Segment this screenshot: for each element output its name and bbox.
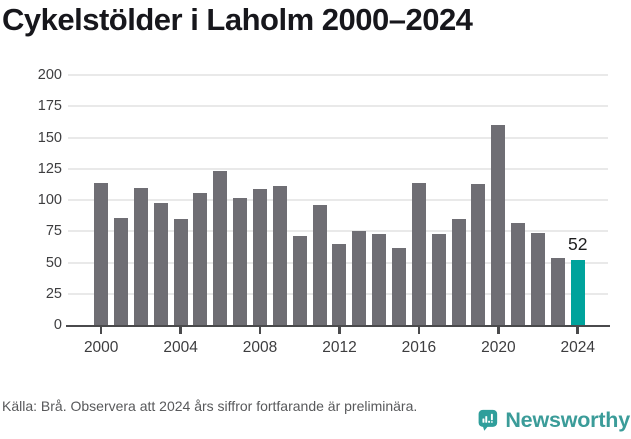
x-axis-tick xyxy=(417,327,421,334)
gridline xyxy=(68,230,608,233)
bar-2013 xyxy=(352,231,367,325)
bar-2009 xyxy=(272,186,287,325)
bar-2022 xyxy=(531,232,546,325)
x-axis-tick xyxy=(258,327,262,334)
bar-2020 xyxy=(491,125,506,325)
x-axis-tick xyxy=(497,327,500,334)
bar-2014 xyxy=(372,233,387,325)
bar-2015 xyxy=(392,247,407,325)
source-note: Källa: Brå. Observera att 2024 års siffr… xyxy=(2,398,418,414)
bar-2002 xyxy=(133,187,148,325)
y-axis-tick-label: 25 xyxy=(45,285,62,302)
bar-chart-plot-area: 0 25 50 75 100 125 150 175 200 2000 2004 2008 2012 20… xyxy=(37,67,610,356)
x-axis-tick xyxy=(99,327,103,334)
gridline xyxy=(68,167,608,170)
bar-2024 xyxy=(570,260,585,325)
bar-2001 xyxy=(114,217,129,325)
bar-2000 xyxy=(94,182,109,325)
chart-title: Cykelstölder i Laholm 2000–2024 xyxy=(2,2,473,37)
bar-2008 xyxy=(253,188,268,325)
x-axis-tick-label: 2012 xyxy=(322,339,357,356)
gridline xyxy=(68,105,608,108)
bar-2003 xyxy=(153,202,168,325)
y-axis-tick-label: 150 xyxy=(37,129,62,146)
bar-2018 xyxy=(451,218,466,325)
newsworthy-speech-bubble-barchart-icon xyxy=(478,409,498,431)
gridline xyxy=(68,74,608,76)
bar-2019 xyxy=(471,183,486,325)
bar-2010 xyxy=(292,236,307,325)
y-axis-tick-label: 200 xyxy=(37,67,62,83)
x-axis-tick-label: 2008 xyxy=(242,339,278,356)
y-axis-tick-label: 75 xyxy=(45,223,62,240)
x-axis-tick-label: 2000 xyxy=(83,339,119,356)
x-axis-tick-label: 2016 xyxy=(401,339,437,356)
bar-2017 xyxy=(431,233,446,325)
x-axis-tick-label: 2004 xyxy=(163,339,198,356)
bar-2023 xyxy=(550,257,565,325)
y-axis-tick-label: 50 xyxy=(45,254,62,271)
newsworthy-logo-text: Newsworthy xyxy=(505,407,630,432)
bar-2016 xyxy=(411,182,426,325)
highlight-value-label: 52 xyxy=(568,234,588,254)
bar-2021 xyxy=(511,222,526,325)
x-axis-tick xyxy=(338,327,341,334)
bar-2007 xyxy=(233,197,248,325)
x-axis-tick-label: 2020 xyxy=(481,339,516,356)
y-axis-tick-label: 100 xyxy=(37,192,62,208)
x-axis-tick-label: 2024 xyxy=(560,339,595,356)
gridline xyxy=(68,136,608,139)
y-axis-tick-label: 125 xyxy=(37,160,62,177)
bar-2006 xyxy=(213,171,228,325)
x-axis-tick xyxy=(576,327,580,334)
x-axis-tick xyxy=(179,327,182,334)
bar-2012 xyxy=(332,243,347,325)
y-axis-tick-label: 0 xyxy=(53,317,62,333)
bar-2011 xyxy=(312,205,327,325)
newsworthy-logo: Newsworthy xyxy=(478,402,630,438)
x-axis-line xyxy=(66,324,610,328)
gridline xyxy=(68,199,608,201)
bar-2005 xyxy=(193,192,208,325)
bar-2004 xyxy=(173,218,188,325)
y-axis-tick-label: 175 xyxy=(37,98,62,115)
